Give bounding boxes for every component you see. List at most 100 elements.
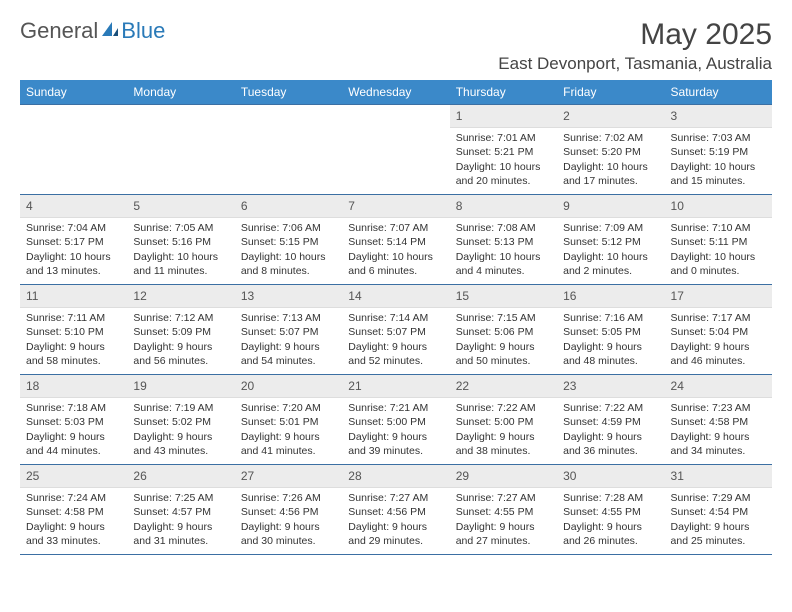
sunset-text: Sunset: 5:04 PM	[671, 325, 766, 339]
sunrise-text: Sunrise: 7:22 AM	[563, 401, 658, 415]
sunrise-text: Sunrise: 7:19 AM	[133, 401, 228, 415]
calendar-day-cell: 14Sunrise: 7:14 AMSunset: 5:07 PMDayligh…	[342, 285, 449, 375]
day-number: 18	[20, 375, 127, 398]
sunset-text: Sunset: 4:59 PM	[563, 415, 658, 429]
sunrise-text: Sunrise: 7:22 AM	[456, 401, 551, 415]
sunset-text: Sunset: 4:54 PM	[671, 505, 766, 519]
weekday-header: Monday	[127, 80, 234, 105]
day-content: Sunrise: 7:22 AMSunset: 5:00 PMDaylight:…	[450, 398, 557, 462]
calendar-day-cell: 3Sunrise: 7:03 AMSunset: 5:19 PMDaylight…	[665, 105, 772, 195]
sunset-text: Sunset: 5:12 PM	[563, 235, 658, 249]
day-number: 13	[235, 285, 342, 308]
daylight-text: Daylight: 10 hours and 11 minutes.	[133, 250, 228, 278]
daylight-text: Daylight: 10 hours and 17 minutes.	[563, 160, 658, 188]
daylight-text: Daylight: 9 hours and 26 minutes.	[563, 520, 658, 548]
day-number: 30	[557, 465, 664, 488]
day-content: Sunrise: 7:24 AMSunset: 4:58 PMDaylight:…	[20, 488, 127, 552]
sunrise-text: Sunrise: 7:25 AM	[133, 491, 228, 505]
day-number: 28	[342, 465, 449, 488]
day-number: 20	[235, 375, 342, 398]
calendar-day-cell: 19Sunrise: 7:19 AMSunset: 5:02 PMDayligh…	[127, 375, 234, 465]
calendar-day-cell: 2Sunrise: 7:02 AMSunset: 5:20 PMDaylight…	[557, 105, 664, 195]
day-number: 26	[127, 465, 234, 488]
weekday-header: Thursday	[450, 80, 557, 105]
sunset-text: Sunset: 4:57 PM	[133, 505, 228, 519]
calendar-week-row: 1Sunrise: 7:01 AMSunset: 5:21 PMDaylight…	[20, 105, 772, 195]
calendar-day-cell	[20, 105, 127, 195]
day-content: Sunrise: 7:01 AMSunset: 5:21 PMDaylight:…	[450, 128, 557, 192]
calendar-day-cell	[127, 105, 234, 195]
daylight-text: Daylight: 9 hours and 54 minutes.	[241, 340, 336, 368]
sunrise-text: Sunrise: 7:16 AM	[563, 311, 658, 325]
daylight-text: Daylight: 10 hours and 20 minutes.	[456, 160, 551, 188]
day-content: Sunrise: 7:12 AMSunset: 5:09 PMDaylight:…	[127, 308, 234, 372]
sunrise-text: Sunrise: 7:17 AM	[671, 311, 766, 325]
day-number: 21	[342, 375, 449, 398]
sunrise-text: Sunrise: 7:13 AM	[241, 311, 336, 325]
sunrise-text: Sunrise: 7:20 AM	[241, 401, 336, 415]
sunset-text: Sunset: 4:56 PM	[348, 505, 443, 519]
sunset-text: Sunset: 5:19 PM	[671, 145, 766, 159]
calendar-day-cell: 24Sunrise: 7:23 AMSunset: 4:58 PMDayligh…	[665, 375, 772, 465]
sunset-text: Sunset: 5:03 PM	[26, 415, 121, 429]
sunset-text: Sunset: 5:21 PM	[456, 145, 551, 159]
calendar-day-cell: 26Sunrise: 7:25 AMSunset: 4:57 PMDayligh…	[127, 465, 234, 555]
sunset-text: Sunset: 5:15 PM	[241, 235, 336, 249]
calendar-day-cell: 12Sunrise: 7:12 AMSunset: 5:09 PMDayligh…	[127, 285, 234, 375]
daylight-text: Daylight: 9 hours and 41 minutes.	[241, 430, 336, 458]
day-content: Sunrise: 7:14 AMSunset: 5:07 PMDaylight:…	[342, 308, 449, 372]
sunrise-text: Sunrise: 7:21 AM	[348, 401, 443, 415]
sunrise-text: Sunrise: 7:27 AM	[456, 491, 551, 505]
day-content: Sunrise: 7:10 AMSunset: 5:11 PMDaylight:…	[665, 218, 772, 282]
day-content: Sunrise: 7:27 AMSunset: 4:55 PMDaylight:…	[450, 488, 557, 552]
day-number: 11	[20, 285, 127, 308]
daylight-text: Daylight: 9 hours and 48 minutes.	[563, 340, 658, 368]
sunrise-text: Sunrise: 7:29 AM	[671, 491, 766, 505]
daylight-text: Daylight: 10 hours and 4 minutes.	[456, 250, 551, 278]
sunrise-text: Sunrise: 7:12 AM	[133, 311, 228, 325]
calendar-week-row: 18Sunrise: 7:18 AMSunset: 5:03 PMDayligh…	[20, 375, 772, 465]
day-number: 6	[235, 195, 342, 218]
sunset-text: Sunset: 5:10 PM	[26, 325, 121, 339]
sunset-text: Sunset: 5:06 PM	[456, 325, 551, 339]
day-content: Sunrise: 7:13 AMSunset: 5:07 PMDaylight:…	[235, 308, 342, 372]
calendar-day-cell: 13Sunrise: 7:13 AMSunset: 5:07 PMDayligh…	[235, 285, 342, 375]
sunrise-text: Sunrise: 7:15 AM	[456, 311, 551, 325]
day-number: 15	[450, 285, 557, 308]
sunrise-text: Sunrise: 7:24 AM	[26, 491, 121, 505]
daylight-text: Daylight: 9 hours and 27 minutes.	[456, 520, 551, 548]
location: East Devonport, Tasmania, Australia	[498, 54, 772, 74]
day-content: Sunrise: 7:09 AMSunset: 5:12 PMDaylight:…	[557, 218, 664, 282]
calendar-day-cell: 1Sunrise: 7:01 AMSunset: 5:21 PMDaylight…	[450, 105, 557, 195]
daylight-text: Daylight: 9 hours and 58 minutes.	[26, 340, 121, 368]
sunrise-text: Sunrise: 7:11 AM	[26, 311, 121, 325]
sunrise-text: Sunrise: 7:06 AM	[241, 221, 336, 235]
day-number: 12	[127, 285, 234, 308]
day-number: 9	[557, 195, 664, 218]
day-number: 27	[235, 465, 342, 488]
calendar-day-cell: 4Sunrise: 7:04 AMSunset: 5:17 PMDaylight…	[20, 195, 127, 285]
sunrise-text: Sunrise: 7:23 AM	[671, 401, 766, 415]
day-number: 5	[127, 195, 234, 218]
calendar-day-cell: 16Sunrise: 7:16 AMSunset: 5:05 PMDayligh…	[557, 285, 664, 375]
calendar-day-cell: 17Sunrise: 7:17 AMSunset: 5:04 PMDayligh…	[665, 285, 772, 375]
day-content: Sunrise: 7:27 AMSunset: 4:56 PMDaylight:…	[342, 488, 449, 552]
sunset-text: Sunset: 5:07 PM	[348, 325, 443, 339]
day-content: Sunrise: 7:26 AMSunset: 4:56 PMDaylight:…	[235, 488, 342, 552]
daylight-text: Daylight: 9 hours and 44 minutes.	[26, 430, 121, 458]
daylight-text: Daylight: 10 hours and 2 minutes.	[563, 250, 658, 278]
sunset-text: Sunset: 5:09 PM	[133, 325, 228, 339]
brand-part1: General	[20, 18, 98, 44]
calendar-day-cell: 29Sunrise: 7:27 AMSunset: 4:55 PMDayligh…	[450, 465, 557, 555]
day-content: Sunrise: 7:15 AMSunset: 5:06 PMDaylight:…	[450, 308, 557, 372]
sunset-text: Sunset: 5:13 PM	[456, 235, 551, 249]
weekday-header: Wednesday	[342, 80, 449, 105]
calendar-week-row: 11Sunrise: 7:11 AMSunset: 5:10 PMDayligh…	[20, 285, 772, 375]
day-content: Sunrise: 7:19 AMSunset: 5:02 PMDaylight:…	[127, 398, 234, 462]
daylight-text: Daylight: 9 hours and 29 minutes.	[348, 520, 443, 548]
day-content: Sunrise: 7:20 AMSunset: 5:01 PMDaylight:…	[235, 398, 342, 462]
day-content: Sunrise: 7:25 AMSunset: 4:57 PMDaylight:…	[127, 488, 234, 552]
day-number: 25	[20, 465, 127, 488]
day-number: 31	[665, 465, 772, 488]
sunrise-text: Sunrise: 7:08 AM	[456, 221, 551, 235]
